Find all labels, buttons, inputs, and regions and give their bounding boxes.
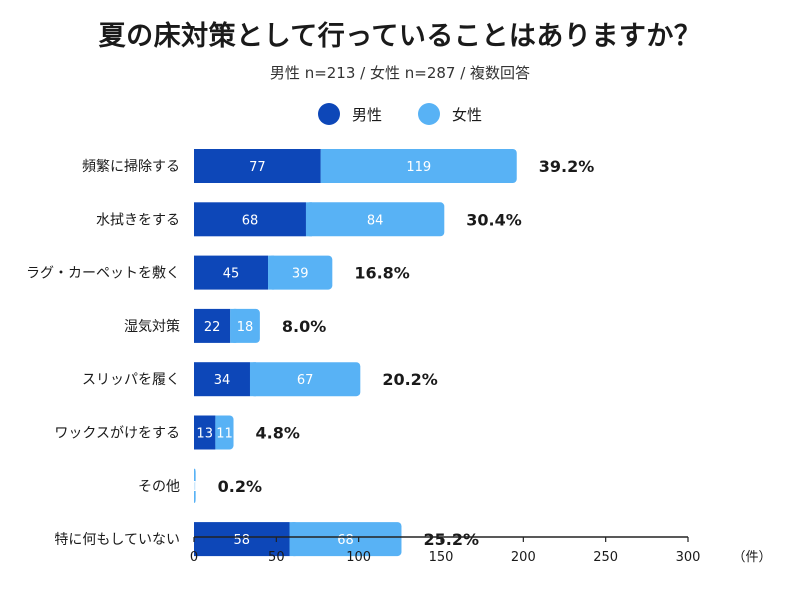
x-axis-unit: （件） [732,550,771,565]
bar-segment-fill [320,149,327,183]
category-label: 水拭きをする [96,212,180,228]
bar-segment-female [320,149,517,183]
legend-swatch-male [317,103,340,125]
data-label: 11 [216,427,233,442]
data-label: 119 [406,160,431,175]
legend-item-female: 女性 [418,103,482,125]
legend-swatch-female [418,103,440,125]
percent-label: 8.0% [282,317,326,336]
data-label: 18 [237,320,254,335]
bar-segment-fill [305,202,312,237]
bar-segment-fill [215,415,222,450]
data-label: 1 [191,480,199,495]
bar-segment-male [194,149,321,183]
x-tick-label: 250 [593,550,618,565]
bar-segment-female [268,255,333,290]
category-label: その他 [138,479,180,495]
bar-segment-fill [289,522,296,557]
category-label: 湿気対策 [124,318,180,335]
bar-segment-female [289,522,402,557]
data-label: 67 [297,373,314,388]
data-label: 68 [337,533,354,548]
data-label: 13 [196,427,213,442]
bar-segment-female [249,362,361,397]
x-tick-label: 0 [190,550,198,565]
bar-segment-male [194,308,231,343]
data-label: 22 [204,320,221,335]
bar-segment-male [194,362,250,397]
bar-segment-fill [268,255,275,290]
bar-segment-fill [230,308,237,343]
bar-segment-fill [194,468,195,503]
legend-label-female: 女性 [452,105,483,124]
category-label: ワックスがけをする [54,426,180,442]
category-label: 頻繁に掃除する [82,158,180,175]
x-tick-label: 300 [676,550,701,565]
category-label: 特に何もしていない [54,532,180,548]
bar-segment-male [194,415,216,450]
legend-item-male: 男性 [317,103,382,125]
legend-label-male: 男性 [351,105,382,124]
percent-label: 30.4% [466,210,522,229]
category-label: スリッパを履く [82,372,180,388]
data-label: 34 [214,373,231,388]
percent-label: 16.8% [354,264,410,283]
legend: 男性 女性 [0,103,800,125]
data-label: 68 [242,213,259,228]
percent-label: 0.2% [218,477,262,496]
percent-label: 25.2% [423,530,479,549]
x-tick-label: 200 [511,550,536,565]
chart-title: 夏の床対策として行っていることはありますか？ [98,21,702,52]
data-label: 77 [249,160,266,175]
x-tick-label: 150 [429,550,454,565]
percent-label: 20.2% [382,370,438,389]
chart-subtitle: 男性 n=213 / 女性 n=287 / 複数回答 [269,64,531,82]
percent-label: 39.2% [539,157,595,176]
bar-segment-male [194,522,290,557]
bar-segment-female [230,308,260,343]
data-label: 45 [223,267,240,282]
category-label: ラグ・カーペットを敷く [26,266,180,282]
bar-segment-female [305,202,445,237]
bar-segment-male [194,202,306,237]
x-tick-label: 100 [346,550,371,565]
data-label: 84 [367,213,384,228]
bar-segment-male [194,255,269,290]
bar-segment-fill [249,362,256,397]
data-label: 58 [233,533,250,548]
x-tick-label: 50 [268,550,285,565]
data-label: 39 [292,267,309,282]
percent-label: 4.8% [256,424,300,443]
